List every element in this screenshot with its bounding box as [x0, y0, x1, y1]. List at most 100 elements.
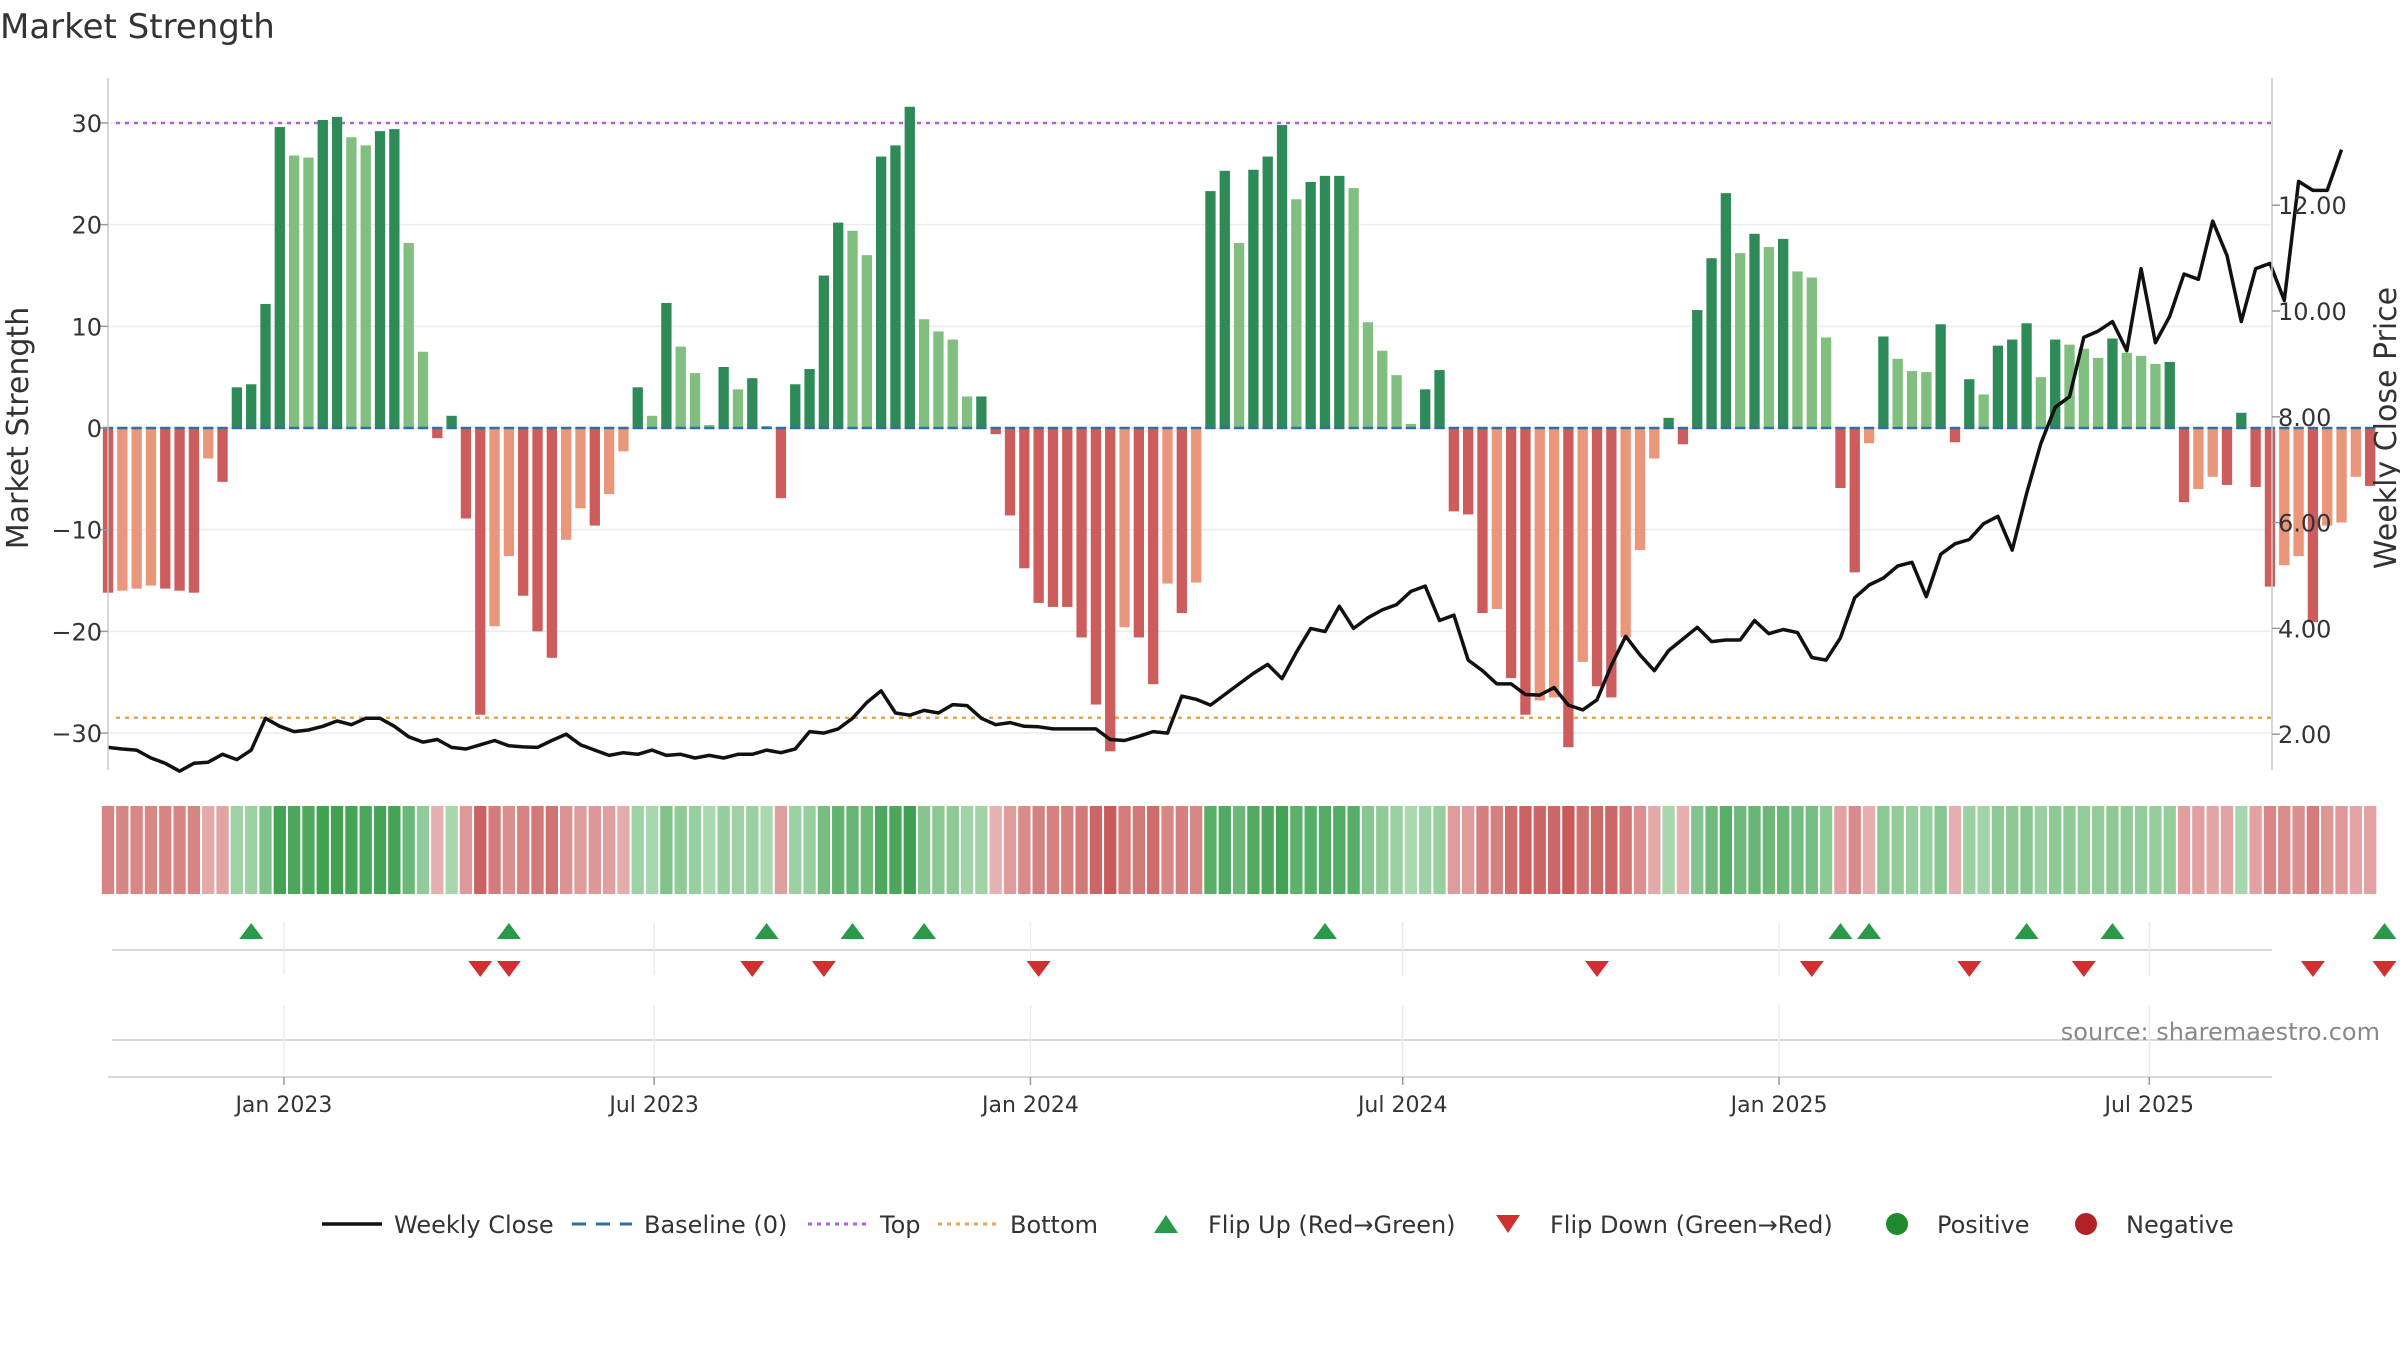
heat-cell [373, 806, 387, 894]
heat-cell [846, 806, 859, 894]
heat-cell [531, 806, 544, 894]
strength-bar [1405, 423, 1417, 428]
heat-cell [2349, 806, 2363, 894]
heat-cell [1061, 806, 1074, 894]
heat-cell [1590, 806, 1604, 894]
heat-cell [1376, 806, 1389, 894]
heat-cell [2006, 806, 2019, 894]
strength-bar [246, 384, 257, 428]
right-tick-label: 12.00 [2278, 192, 2347, 220]
strength-bar [2078, 348, 2089, 428]
heat-cell [2120, 806, 2133, 894]
heat-cell [2292, 806, 2305, 894]
heat-cell [1848, 806, 1861, 894]
flip-up-marker [2014, 923, 2039, 939]
strength-bar [1863, 428, 1875, 444]
reference-lines [116, 121, 2272, 720]
strength-bar [1778, 238, 1789, 428]
legend-label: Top [879, 1211, 921, 1239]
heat-cell [1576, 806, 1589, 894]
heat-cell [101, 806, 115, 894]
right-tick-label: 2.00 [2278, 721, 2331, 749]
heat-cell [316, 806, 329, 894]
flip-down-marker [1026, 961, 1051, 977]
heat-cell [1189, 806, 1203, 894]
strength-bar [2264, 428, 2276, 587]
strength-bar [2035, 377, 2047, 428]
heat-cell [345, 806, 358, 894]
strength-bar [1634, 428, 1646, 551]
strength-bar [317, 119, 328, 428]
strength-bar [2107, 338, 2118, 428]
heat-cell [989, 806, 1002, 894]
heat-cell [1462, 806, 1475, 894]
strength-bar [1391, 375, 1402, 428]
heat-cell [645, 806, 659, 894]
strength-bar [1133, 428, 1145, 638]
heat-cell [1003, 806, 1017, 894]
strength-bar [1534, 428, 1545, 701]
heat-cell [1275, 806, 1289, 894]
heat-cell [1118, 806, 1131, 894]
heat-cell [2134, 806, 2148, 894]
strength-bar [1162, 428, 1173, 584]
heat-cell [789, 806, 802, 894]
strength-bar [1591, 428, 1603, 687]
heat-cell [1791, 806, 1804, 894]
heat-cell [2321, 806, 2334, 894]
heat-cell [2106, 806, 2119, 894]
strength-bar [1276, 125, 1288, 428]
strength-bar [2307, 428, 2319, 623]
strength-bar [460, 428, 472, 519]
strength-bar [1019, 428, 1030, 569]
strength-bar [2221, 428, 2233, 485]
strength-bar [2021, 323, 2032, 428]
strength-bar [1820, 337, 1832, 428]
heat-cell [1218, 806, 1231, 894]
heat-cell [2077, 806, 2090, 894]
heat-cell [2091, 806, 2105, 894]
heat-cell [1232, 806, 1246, 894]
flip-signal-panel [112, 922, 2397, 1075]
heat-cell [1662, 806, 1675, 894]
strength-bar [1606, 428, 1617, 698]
legend-label: Bottom [1010, 1211, 1098, 1239]
chart-title: Market Strength [0, 7, 275, 47]
heat-cell [2049, 806, 2062, 894]
heat-cell [1719, 806, 1733, 894]
strength-bar [890, 145, 901, 428]
legend-dot-icon [2075, 1213, 2097, 1235]
heat-cell [287, 806, 301, 894]
heat-cell [560, 806, 573, 894]
flip-down-marker [468, 961, 493, 977]
strength-bar [589, 428, 600, 526]
strength-bar [389, 129, 400, 428]
heat-cell [1504, 806, 1518, 894]
heat-cell [1948, 806, 1962, 894]
strength-bar [1219, 170, 1230, 428]
strength-bar [1620, 428, 1631, 638]
strength-bar [618, 428, 629, 452]
heat-cell [1805, 806, 1818, 894]
strength-bar [718, 366, 729, 428]
heat-cell [2192, 806, 2205, 894]
flip-down-marker [496, 961, 521, 977]
left-tick-label: 0 [87, 415, 102, 443]
strength-bar [775, 428, 787, 499]
strength-bar [1463, 428, 1474, 515]
heat-cell [674, 806, 687, 894]
strength-bar [1434, 370, 1445, 428]
heat-cell [1104, 806, 1117, 894]
heat-cell [517, 806, 530, 894]
strength-bar [1935, 324, 1946, 428]
heat-cell [574, 806, 587, 894]
strength-bar [2322, 428, 2333, 526]
strength-bar [961, 396, 973, 428]
flip-down-marker [2071, 961, 2096, 977]
strength-bar [747, 378, 758, 428]
strength-bar [1291, 199, 1302, 428]
heat-cell [2034, 806, 2048, 894]
strength-bar [1319, 175, 1331, 428]
heat-cell [760, 806, 773, 894]
strength-bar [1477, 428, 1488, 614]
